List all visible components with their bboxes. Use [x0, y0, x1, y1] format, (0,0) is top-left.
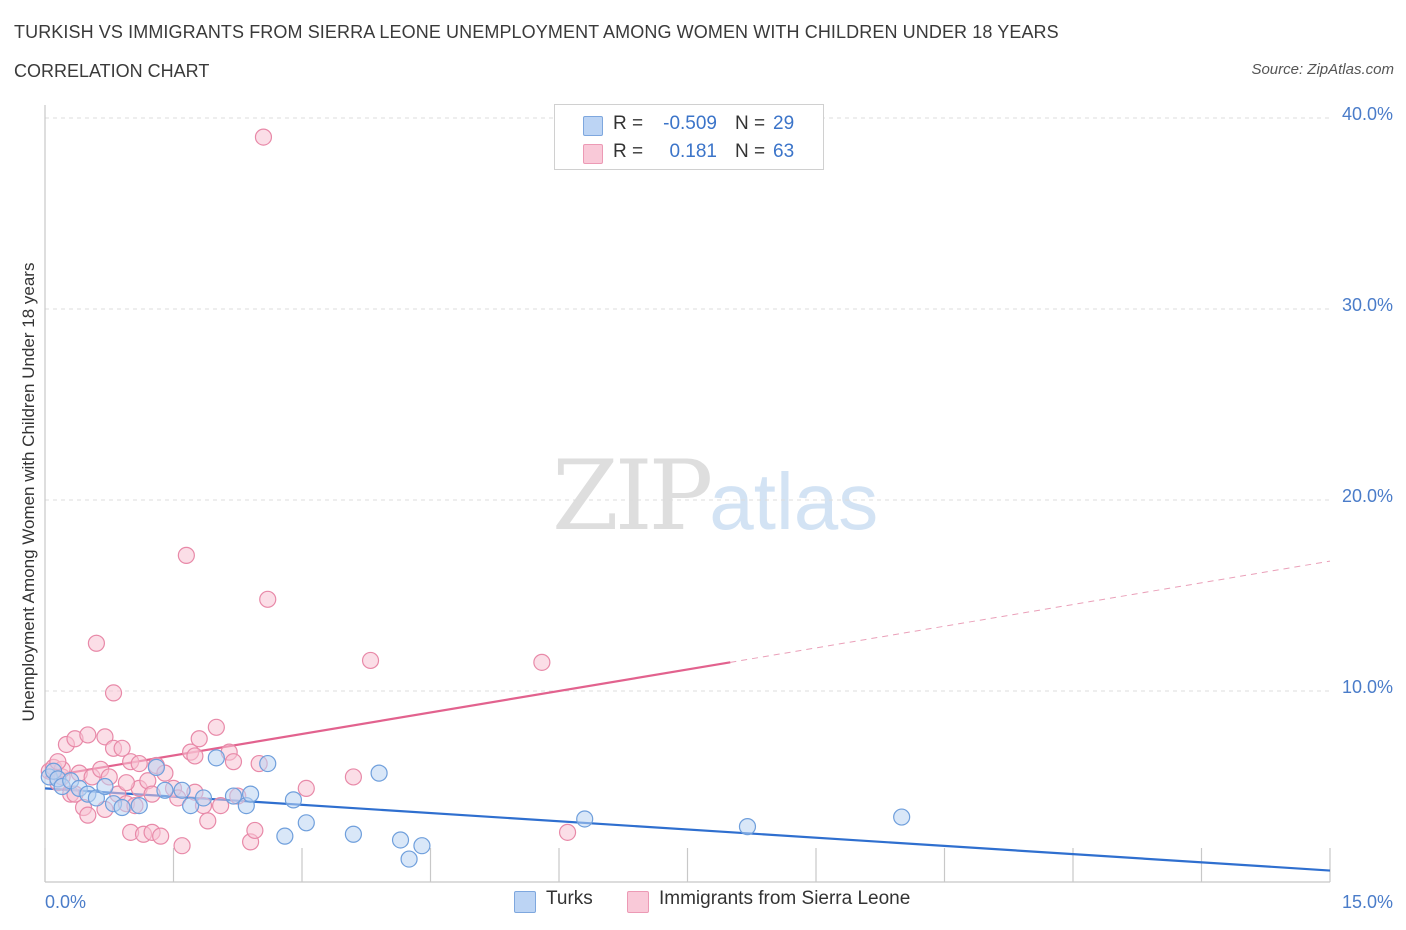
bottom-legend-label-sierra-leone: Immigrants from Sierra Leone [659, 888, 911, 909]
watermark-atlas: atlas [709, 457, 879, 546]
point-sierra-leone [79, 806, 97, 824]
tick-labels: 10.0% 20.0% 30.0% 40.0% 0.0% 15.0% [45, 104, 1393, 912]
point-turks [893, 808, 911, 826]
point-turks [276, 827, 294, 845]
point-sierra-leone [207, 718, 225, 736]
point-turks [207, 749, 225, 767]
point-sierra-leone [87, 634, 106, 652]
point-sierra-leone [79, 726, 97, 744]
watermark-zip: ZIP [552, 440, 713, 552]
trend-line-sierra-leone-extension [730, 560, 1331, 663]
y-axis-label: Unemployment Among Women with Children U… [19, 263, 38, 722]
point-turks [87, 789, 106, 807]
point-sierra-leone [113, 739, 131, 757]
point-turks [113, 798, 131, 817]
point-turks [391, 831, 410, 849]
point-sierra-leone [297, 779, 315, 798]
x-tick-label-min: 0.0% [45, 892, 86, 912]
point-turks [194, 789, 213, 807]
point-sierra-leone [533, 653, 551, 671]
chart-title: TURKISH VS IMMIGRANTS FROM SIERRA LEONE … [14, 22, 1059, 42]
point-turks [96, 777, 114, 796]
x-tick-label-max: 15.0% [1342, 892, 1393, 912]
point-turks [576, 810, 594, 828]
axes [44, 105, 1331, 883]
point-sierra-leone [212, 796, 230, 815]
chart-subtitle: CORRELATION CHART [14, 61, 210, 81]
point-sierra-leone [558, 823, 577, 841]
point-sierra-leone [246, 821, 264, 840]
point-sierra-leone [117, 774, 135, 792]
point-sierra-leone [173, 837, 191, 855]
point-turks [173, 781, 191, 799]
legend-n-label: N = [735, 141, 766, 162]
point-sierra-leone [259, 590, 277, 608]
grid [45, 117, 1330, 692]
legend-n-value: 29 [773, 113, 795, 134]
legend-n-label: N = [735, 113, 766, 134]
legend-row-turks: R = -0.509 N = 29 [579, 113, 794, 139]
point-sierra-leone [199, 812, 217, 830]
series-sierra-leone [40, 128, 577, 855]
point-sierra-leone [104, 684, 123, 702]
point-turks [284, 791, 303, 809]
stats-legend: R = -0.509 N = 29 R = 0.181 N = 63 [554, 104, 824, 170]
point-sierra-leone [190, 730, 208, 748]
source-credit: Source: ZipAtlas.com [1251, 61, 1394, 78]
point-sierra-leone [152, 827, 170, 845]
legend-row-sierra-leone: R = 0.181 N = 63 [579, 141, 794, 167]
point-turks [242, 785, 260, 803]
legend-swatch-turks [583, 116, 603, 136]
point-sierra-leone [361, 651, 380, 670]
bottom-legend-label-turks: Turks [546, 888, 593, 909]
legend-r-label: R = [613, 113, 644, 134]
point-sierra-leone [130, 754, 148, 773]
series-turks [40, 749, 911, 868]
point-turks [182, 796, 200, 815]
point-turks [738, 818, 757, 836]
legend-r-value: 0.181 [669, 141, 717, 162]
legend-r-label: R = [613, 141, 644, 162]
y-tick-label-20: 20.0% [1342, 486, 1393, 506]
bottom-legend-swatch-sierra-leone [627, 891, 649, 913]
point-sierra-leone [224, 753, 243, 771]
point-sierra-leone [96, 728, 114, 746]
trend-line-sierra-leone [44, 661, 731, 779]
point-sierra-leone [186, 747, 204, 765]
watermark: ZIPatlas [552, 440, 878, 552]
point-turks [370, 764, 388, 782]
trend-lines [44, 560, 1331, 872]
point-turks [224, 787, 243, 805]
point-sierra-leone [344, 768, 362, 786]
point-turks [413, 837, 431, 855]
point-turks [400, 850, 418, 868]
point-sierra-leone [254, 128, 273, 146]
legend-swatch-sierra-leone [583, 144, 603, 164]
point-turks [147, 758, 165, 777]
y-tick-label-40: 40.0% [1342, 104, 1393, 124]
y-tick-label-30: 30.0% [1342, 295, 1393, 315]
legend-n-value: 63 [773, 141, 795, 162]
point-turks [130, 796, 148, 815]
legend-r-value: -0.509 [663, 113, 717, 134]
point-turks [259, 754, 277, 773]
y-tick-label-10: 10.0% [1342, 677, 1393, 697]
bottom-legend-swatch-turks [514, 891, 536, 913]
point-sierra-leone [177, 546, 195, 564]
point-turks [156, 781, 174, 799]
point-turks [297, 814, 315, 832]
point-turks [344, 825, 362, 843]
trend-line-turks [44, 787, 1331, 872]
